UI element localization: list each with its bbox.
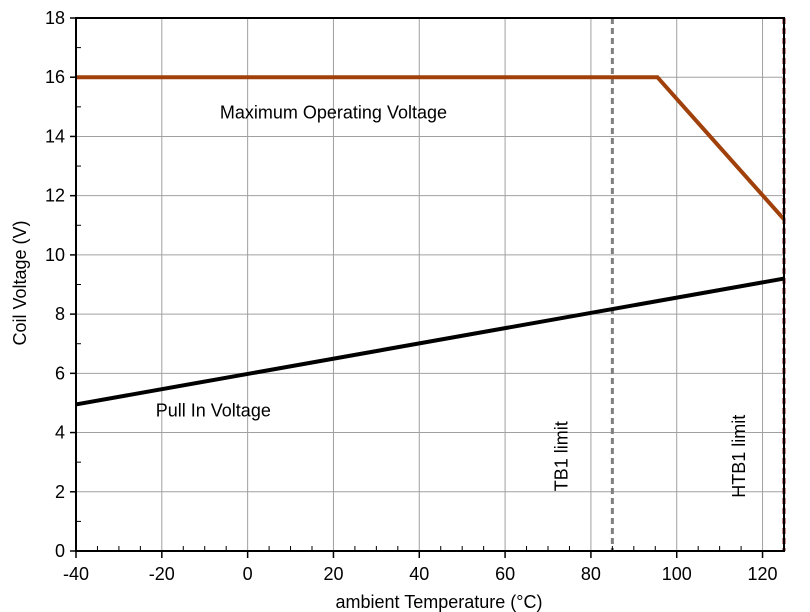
axis-ticks xyxy=(70,17,764,558)
y-tick-label: 16 xyxy=(45,67,65,87)
y-tick-label: 4 xyxy=(55,423,65,443)
x-tick-label: 80 xyxy=(581,564,601,584)
pull-in-voltage-line xyxy=(75,276,785,407)
grid-lines xyxy=(76,18,784,551)
y-tick-label: 6 xyxy=(55,363,65,383)
x-tick-label: 120 xyxy=(748,564,778,584)
x-tick-label: 100 xyxy=(662,564,692,584)
pull-in-voltage-label: Pull In Voltage xyxy=(156,400,271,420)
tb1-limit-label: TB1 limit xyxy=(551,421,571,491)
tick-labels: -40 -20 0 20 40 60 80 100 120 0 2 4 6 8 10 12 14 16 18 xyxy=(45,8,778,584)
htb1-limit-label: HTB1 limit xyxy=(729,415,749,498)
x-axis-title: ambient Temperature (°C) xyxy=(336,592,543,612)
x-tick-label: 0 xyxy=(243,564,253,584)
y-tick-label: 0 xyxy=(55,541,65,561)
max-operating-voltage-label: Maximum Operating Voltage xyxy=(220,103,447,123)
y-tick-label: 12 xyxy=(45,186,65,206)
x-tick-label: -20 xyxy=(149,564,175,584)
y-tick-label: 14 xyxy=(45,126,65,146)
annotations: Maximum Operating Voltage Pull In Voltage… xyxy=(156,103,749,498)
x-tick-label: -40 xyxy=(63,564,89,584)
x-tick-label: 20 xyxy=(323,564,343,584)
y-tick-label: 18 xyxy=(45,8,65,28)
max-operating-voltage-line xyxy=(76,75,786,221)
y-tick-label: 10 xyxy=(45,245,65,265)
y-tick-label: 2 xyxy=(55,482,65,502)
y-tick-label: 8 xyxy=(55,304,65,324)
y-axis-title: Coil Voltage (V) xyxy=(10,220,30,345)
x-tick-label: 60 xyxy=(495,564,515,584)
series-lines xyxy=(75,75,786,407)
x-tick-label: 40 xyxy=(409,564,429,584)
